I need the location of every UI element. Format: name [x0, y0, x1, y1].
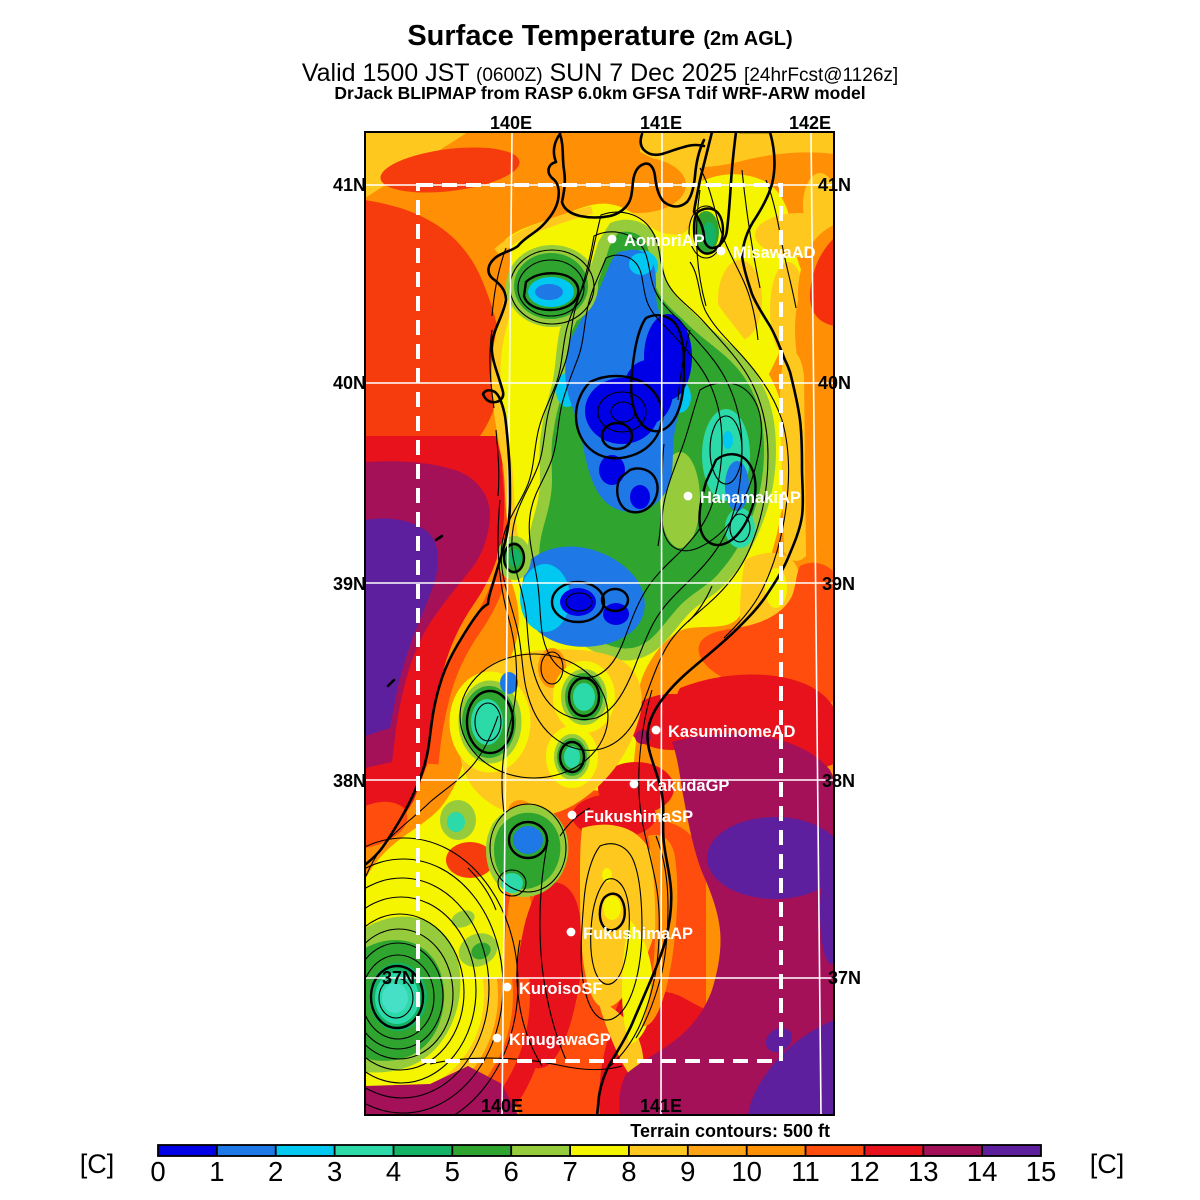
svg-text:KakudaGP: KakudaGP	[646, 777, 729, 795]
svg-text:[C]: [C]	[1090, 1149, 1125, 1179]
svg-text:140E: 140E	[481, 1096, 523, 1116]
svg-text:4: 4	[386, 1156, 401, 1187]
svg-text:HanamakiAP: HanamakiAP	[700, 489, 801, 507]
svg-text:7: 7	[562, 1156, 577, 1187]
svg-text:12: 12	[849, 1156, 880, 1187]
svg-text:MisawaAD: MisawaAD	[733, 244, 816, 262]
svg-text:140E: 140E	[490, 113, 532, 133]
svg-text:KuroisoSF: KuroisoSF	[519, 980, 602, 998]
svg-text:Valid 1500 JST (0600Z) SUN 7 D: Valid 1500 JST (0600Z) SUN 7 Dec 2025 [2…	[302, 59, 898, 87]
svg-text:39N: 39N	[822, 574, 855, 594]
svg-text:KasuminomeAD: KasuminomeAD	[668, 723, 796, 741]
svg-text:11: 11	[791, 1156, 820, 1187]
svg-text:41N: 41N	[333, 175, 366, 195]
svg-text:38N: 38N	[822, 771, 855, 791]
svg-text:DrJack BLIPMAP from RASP 6.0km: DrJack BLIPMAP from RASP 6.0km GFSA Tdif…	[334, 83, 865, 103]
svg-text:38N: 38N	[333, 771, 366, 791]
svg-text:AomoriAP: AomoriAP	[624, 232, 705, 250]
svg-text:[C]: [C]	[80, 1149, 115, 1179]
svg-text:10: 10	[731, 1156, 762, 1187]
svg-text:141E: 141E	[640, 113, 682, 133]
svg-text:Terrain contours: 500 ft: Terrain contours: 500 ft	[630, 1121, 830, 1141]
svg-text:15: 15	[1026, 1156, 1057, 1187]
svg-text:41N: 41N	[818, 175, 851, 195]
svg-text:141E: 141E	[640, 1096, 682, 1116]
svg-text:5: 5	[445, 1156, 460, 1187]
svg-text:37N: 37N	[828, 968, 861, 988]
svg-text:14: 14	[967, 1156, 998, 1187]
svg-text:3: 3	[327, 1156, 342, 1187]
svg-text:9: 9	[680, 1156, 695, 1187]
svg-text:0: 0	[150, 1156, 165, 1187]
svg-text:KinugawaGP: KinugawaGP	[509, 1031, 611, 1049]
svg-text:39N: 39N	[333, 574, 366, 594]
svg-text:2: 2	[268, 1156, 283, 1187]
svg-text:FukushimaSP: FukushimaSP	[584, 808, 693, 826]
svg-text:142E: 142E	[789, 113, 831, 133]
svg-text:FukushimaAP: FukushimaAP	[583, 925, 693, 943]
svg-text:6: 6	[504, 1156, 519, 1187]
svg-text:40N: 40N	[818, 373, 851, 393]
svg-text:40N: 40N	[333, 373, 366, 393]
svg-text:8: 8	[621, 1156, 636, 1187]
svg-text:37N: 37N	[382, 968, 415, 988]
svg-text:13: 13	[908, 1156, 939, 1187]
svg-text:1: 1	[209, 1156, 224, 1187]
svg-text:Surface Temperature (2m AGL): Surface Temperature (2m AGL)	[407, 20, 792, 52]
